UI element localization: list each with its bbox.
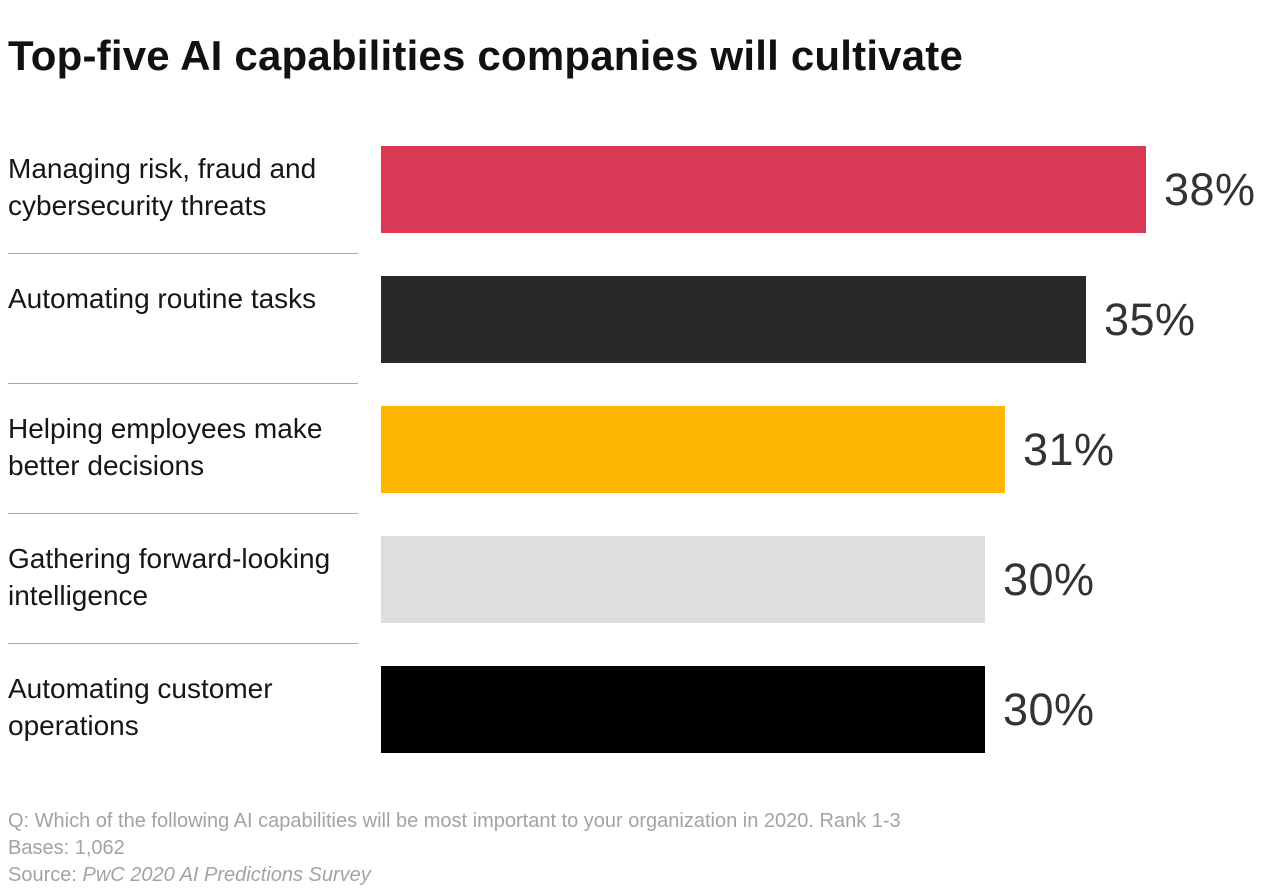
bar xyxy=(381,146,1146,233)
row-divider xyxy=(8,383,358,384)
row-divider xyxy=(8,513,358,514)
value-label: 38% xyxy=(1164,163,1256,215)
bar-area: 30% xyxy=(381,536,1095,623)
category-label: Automating customer operations xyxy=(8,673,273,741)
bar-area: 31% xyxy=(381,406,1115,493)
value-label: 30% xyxy=(1003,683,1095,735)
footnote-source-name: PwC 2020 AI Predictions Survey xyxy=(82,864,371,886)
footnote-source-prefix: Source: xyxy=(8,864,83,886)
footnote-source: Source: PwC 2020 AI Predictions Survey xyxy=(8,862,1262,889)
bar xyxy=(381,666,985,753)
bar-row: Automating customer operations 30% xyxy=(8,666,1262,796)
bar-area: 30% xyxy=(381,666,1095,753)
category-label: Helping employees make better decisions xyxy=(8,413,323,481)
bar-row: Automating routine tasks 35% xyxy=(8,276,1262,406)
footnotes: Q: Which of the following AI capabilitie… xyxy=(8,808,1262,889)
bar-rows: Managing risk, fraud and cybersecurity t… xyxy=(8,146,1262,796)
bar-row: Helping employees make better decisions … xyxy=(8,406,1262,536)
category-label: Gathering forward-looking intelligence xyxy=(8,543,331,611)
bar xyxy=(381,536,985,623)
value-label: 35% xyxy=(1104,293,1196,345)
row-divider xyxy=(8,253,358,254)
category-label: Managing risk, fraud and cybersecurity t… xyxy=(8,153,317,221)
bar-area: 35% xyxy=(381,276,1196,363)
value-label: 30% xyxy=(1003,553,1095,605)
bar xyxy=(381,406,1005,493)
chart-title: Top-five AI capabilities companies will … xyxy=(8,32,964,79)
footnote-question: Q: Which of the following AI capabilitie… xyxy=(8,810,901,832)
bar-row: Managing risk, fraud and cybersecurity t… xyxy=(8,146,1262,276)
value-label: 31% xyxy=(1023,423,1115,475)
row-divider xyxy=(8,643,358,644)
bar xyxy=(381,276,1086,363)
footnote-bases: Bases: 1,062 xyxy=(8,837,125,859)
bar-area: 38% xyxy=(381,146,1256,233)
bar-row: Gathering forward-looking intelligence 3… xyxy=(8,536,1262,666)
category-label: Automating routine tasks xyxy=(8,283,317,314)
